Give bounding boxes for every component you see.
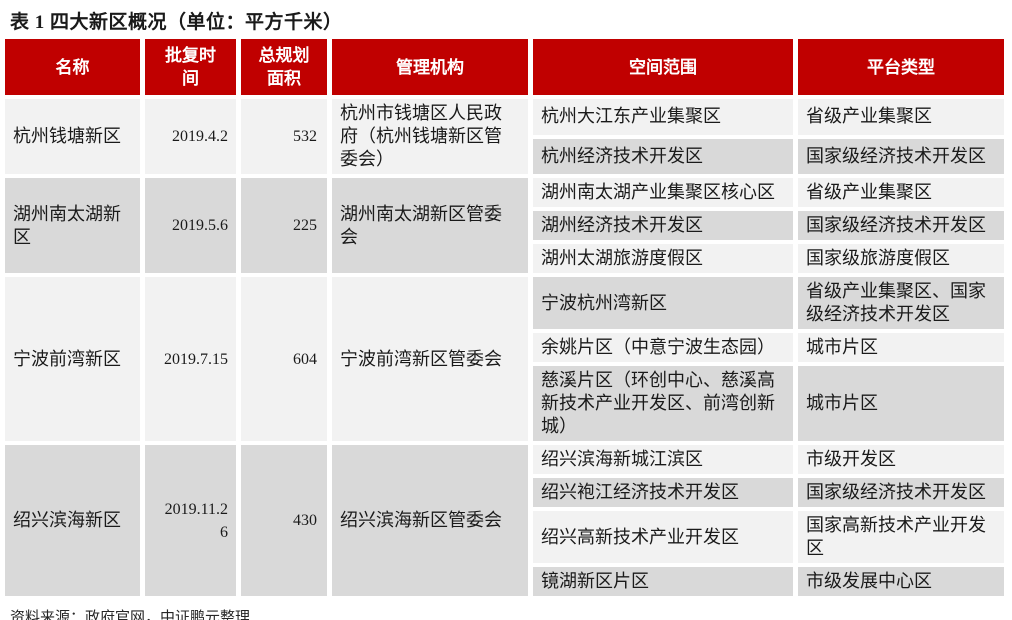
table-row: 湖州太湖旅游度假区 国家级旅游度假区: [5, 244, 1004, 273]
cell-scope: 湖州南太湖产业集聚区核心区: [533, 178, 793, 207]
cell-scope: 绍兴滨海新城江滨区: [533, 445, 793, 474]
cell-approval-date: 2019.7.15: [145, 277, 236, 441]
cell-approval-date: 2019.4.2: [145, 99, 236, 174]
cell-scope: 绍兴高新技术产业开发区: [533, 511, 793, 563]
cell-planned-area: 225: [241, 178, 327, 273]
cell-planned-area: 604: [241, 277, 327, 441]
cell-platform: 城市片区: [798, 366, 1004, 441]
cell-approval-date: 2019.11.26: [145, 445, 236, 596]
cell-platform: 省级产业集聚区、国家级经济技术开发区: [798, 277, 1004, 329]
cell-platform: 城市片区: [798, 333, 1004, 362]
cell-name: 湖州南太湖新区: [5, 178, 140, 273]
table-row: 镜湖新区片区 市级发展中心区: [5, 567, 1004, 596]
cell-platform: 国家级旅游度假区: [798, 244, 1004, 273]
cell-agency: 湖州南太湖新区管委会: [332, 178, 528, 273]
table-row: 杭州钱塘新区 2019.4.2 532 杭州市钱塘区人民政府（杭州钱塘新区管委会） 杭州…: [5, 99, 1004, 174]
cell-name: 绍兴滨海新区: [5, 445, 140, 596]
cell-agency: 杭州市钱塘区人民政府（杭州钱塘新区管委会）: [332, 99, 528, 174]
table-row: 湖州南太湖新区 2019.5.6 225 湖州南太湖新区管委会 湖州南太湖产业集聚区核心…: [5, 178, 1004, 273]
cell-platform: 国家级经济技术开发区: [798, 478, 1004, 507]
column-header-scope: 空间范围: [533, 39, 793, 95]
cell-scope: 宁波杭州湾新区: [533, 277, 793, 329]
cell-scope: 镜湖新区片区: [533, 567, 793, 596]
table-row: 宁波前湾新区 2019.7.15 604 宁波前湾新区管委会 宁波杭州湾新区 省级产业集聚…: [5, 277, 1004, 441]
cell-scope: 杭州经济技术开发区: [533, 138, 793, 174]
cell-platform: 市级开发区: [798, 445, 1004, 474]
table-row: 杭州经济技术开发区 国家级经济技术开发区: [5, 138, 1004, 174]
cell-name: 宁波前湾新区: [5, 277, 140, 441]
cell-name: 杭州钱塘新区: [5, 99, 140, 174]
cell-planned-area: 430: [241, 445, 327, 596]
table-body: 杭州钱塘新区 2019.4.2 532 杭州市钱塘区人民政府（杭州钱塘新区管委会） 杭州…: [5, 99, 1004, 596]
table-row: 余姚片区（中意宁波生态园） 城市片区: [5, 333, 1004, 362]
cell-planned-area: 532: [241, 99, 327, 174]
table-row: 湖州经济技术开发区 国家级经济技术开发区: [5, 211, 1004, 240]
cell-agency: 宁波前湾新区管委会: [332, 277, 528, 441]
cell-scope: 湖州太湖旅游度假区: [533, 244, 793, 273]
column-header-agency: 管理机构: [332, 39, 528, 95]
table-row: 慈溪片区（环创中心、慈溪高新技术产业开发区、前湾创新城） 城市片区: [5, 366, 1004, 441]
table-header: 名称 批复时间 总规划面积 管理机构 空间范围 平台类型: [5, 39, 1004, 95]
table-row: 绍兴高新技术产业开发区 国家高新技术产业开发区: [5, 511, 1004, 563]
cell-scope: 湖州经济技术开发区: [533, 211, 793, 240]
cell-scope: 慈溪片区（环创中心、慈溪高新技术产业开发区、前湾创新城）: [533, 366, 793, 441]
cell-agency: 绍兴滨海新区管委会: [332, 445, 528, 596]
table-row: 绍兴袍江经济技术开发区 国家级经济技术开发区: [5, 478, 1004, 507]
cell-scope: 余姚片区（中意宁波生态园）: [533, 333, 793, 362]
cell-platform: 省级产业集聚区: [798, 178, 1004, 207]
districts-table: 名称 批复时间 总规划面积 管理机构 空间范围 平台类型 杭州钱塘新区 2019.…: [0, 35, 1009, 600]
table-row: 绍兴滨海新区 2019.11.26 430 绍兴滨海新区管委会 绍兴滨海新城江滨区 市级开…: [5, 445, 1004, 596]
cell-platform: 市级发展中心区: [798, 567, 1004, 596]
column-header-name: 名称: [5, 39, 140, 95]
header-row: 名称 批复时间 总规划面积 管理机构 空间范围 平台类型: [5, 39, 1004, 95]
cell-platform: 国家高新技术产业开发区: [798, 511, 1004, 563]
column-header-platform: 平台类型: [798, 39, 1004, 95]
cell-platform: 国家级经济技术开发区: [798, 138, 1004, 174]
cell-platform: 省级产业集聚区: [798, 99, 1004, 135]
cell-platform: 国家级经济技术开发区: [798, 211, 1004, 240]
source-note: 资料来源：政府官网，中证鹏元整理: [10, 610, 251, 620]
column-header-approval-date: 批复时间: [145, 39, 236, 95]
cell-scope: 杭州大江东产业集聚区: [533, 99, 793, 135]
cell-approval-date: 2019.5.6: [145, 178, 236, 273]
page-title: 表 1 四大新区概况（单位：平方千米）: [10, 12, 343, 33]
column-header-planned-area: 总规划面积: [241, 39, 327, 95]
cell-scope: 绍兴袍江经济技术开发区: [533, 478, 793, 507]
